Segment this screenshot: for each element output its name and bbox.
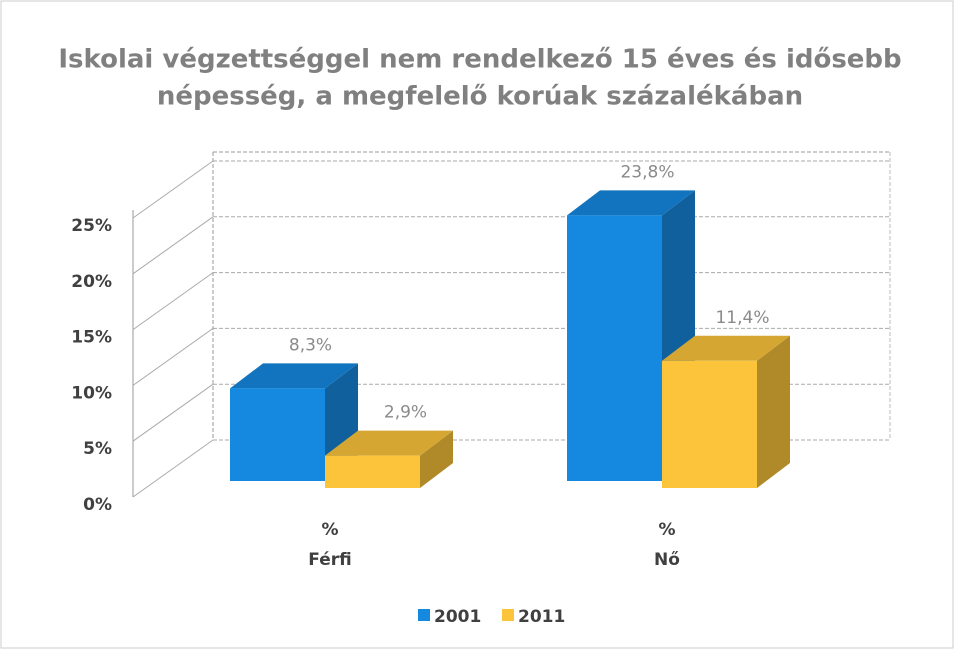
grid-line [132, 327, 214, 386]
grid-line [132, 383, 214, 442]
bar [325, 455, 420, 488]
bar-top [230, 363, 358, 389]
chart-title: Iskolai végzettséggel nem rendelkező 15 … [58, 45, 901, 75]
legend-swatch [502, 609, 514, 621]
legend-label: 2001 [434, 607, 481, 627]
data-label: 2,9% [384, 403, 427, 423]
y-tick-label: 20% [71, 272, 112, 292]
legend-swatch [418, 609, 430, 621]
x-tick-label: Férfi [308, 550, 351, 570]
bar-top [567, 190, 695, 216]
x-tick-label: % [321, 520, 338, 540]
y-tick-label: 25% [71, 216, 112, 236]
legend-label: 2011 [518, 607, 565, 627]
grid-line [132, 216, 214, 275]
x-tick-label: Nő [654, 550, 680, 570]
bar [230, 388, 325, 481]
y-tick-label: 5% [83, 439, 112, 459]
x-tick-label: % [658, 520, 675, 540]
bar [567, 215, 662, 481]
y-tick-label: 10% [71, 383, 112, 403]
grid-line [132, 272, 214, 331]
data-label: 11,4% [715, 308, 769, 328]
data-label: 23,8% [620, 162, 674, 182]
bar-top [325, 430, 453, 456]
bar-top [662, 335, 790, 361]
grid-line [132, 439, 214, 498]
bar [662, 360, 757, 488]
bar-side [420, 430, 453, 488]
bar-side [757, 335, 790, 488]
y-tick-label: 0% [83, 495, 112, 515]
grid-line [132, 160, 214, 219]
chart-title: népesség, a megfelelő korúak százalékába… [157, 82, 803, 112]
y-tick-label: 15% [71, 328, 112, 348]
data-label: 8,3% [289, 335, 332, 355]
